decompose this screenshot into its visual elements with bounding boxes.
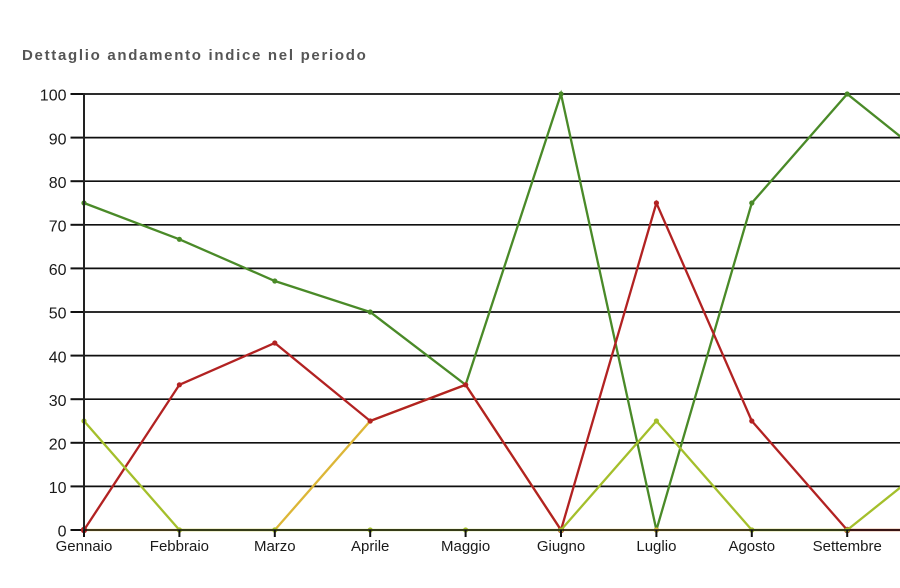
svg-text:20: 20 xyxy=(49,437,67,454)
svg-text:90: 90 xyxy=(49,131,67,148)
svg-text:Luglio: Luglio xyxy=(636,538,676,555)
svg-text:Maggio: Maggio xyxy=(441,538,490,555)
svg-text:50: 50 xyxy=(49,306,67,323)
svg-text:100: 100 xyxy=(40,88,67,105)
svg-text:Febbraio: Febbraio xyxy=(150,538,209,555)
svg-text:Settembre: Settembre xyxy=(813,538,882,555)
svg-text:Marzo: Marzo xyxy=(254,538,296,555)
svg-text:30: 30 xyxy=(49,393,67,410)
svg-text:Agosto: Agosto xyxy=(728,538,775,555)
svg-text:70: 70 xyxy=(49,219,67,236)
svg-text:10: 10 xyxy=(49,480,67,497)
svg-text:40: 40 xyxy=(49,349,67,366)
svg-text:80: 80 xyxy=(49,175,67,192)
svg-text:Giugno: Giugno xyxy=(537,538,585,555)
svg-text:Gennaio: Gennaio xyxy=(56,538,113,555)
svg-text:60: 60 xyxy=(49,262,67,279)
svg-text:Aprile: Aprile xyxy=(351,538,389,555)
svg-text:0: 0 xyxy=(58,524,67,541)
